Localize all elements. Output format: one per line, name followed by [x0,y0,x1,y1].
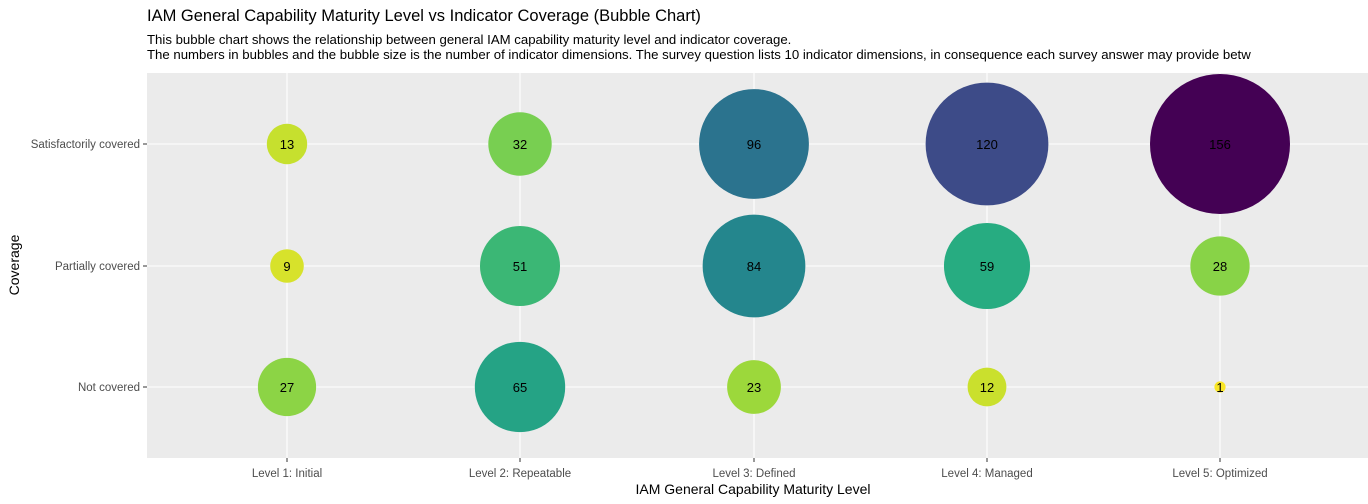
bubble-value-label: 59 [980,259,994,274]
x-tick-label: Level 3: Defined [712,468,795,480]
bubble [699,89,809,199]
bubble-value-label: 32 [513,137,527,152]
bubble [479,225,561,307]
bubble-value-label: 27 [280,380,294,395]
y-axis-title: Coverage [6,234,22,295]
bubble [488,112,552,176]
bubble [702,214,806,318]
bubble-value-label: 120 [976,137,998,152]
x-tick-label: Level 1: Initial [252,468,322,480]
x-tick-label: Level 4: Managed [941,468,1032,480]
bubble [266,123,308,165]
bubble-value-label: 156 [1209,137,1231,152]
x-axis-title: IAM General Capability Maturity Level [636,481,871,497]
bubble [925,82,1049,206]
x-tick-label: Level 5: Optimized [1172,468,1267,480]
bubble [943,222,1031,310]
bubble [1150,74,1290,214]
x-tick-label: Level 2: Repeatable [469,468,571,480]
bubble-value-label: 65 [513,380,527,395]
bubble-value-label: 23 [747,380,761,395]
subtitle-line-1: This bubble chart shows the relationship… [147,32,792,47]
bubble-value-label: 51 [513,259,527,274]
bubble-value-label: 84 [747,259,761,274]
bubble [967,367,1007,407]
y-axis-ticks: Not covered Partially covered Satisfactori… [31,139,147,394]
y-tick-label: Not covered [78,382,140,394]
y-tick-label: Partially covered [55,261,140,273]
bubble-value-label: 13 [280,137,294,152]
x-axis-ticks: Level 1: Initial Level 2: Repeatable Level… [252,458,1268,480]
bubble-labels: 13 32 96 120 156 9 51 84 59 28 27 65 23 12 1 [280,137,1231,395]
bubble [1190,236,1250,296]
bubble [727,360,781,414]
bubble-value-label: 9 [283,259,290,274]
bubble-value-label: 28 [1213,259,1227,274]
y-tick-label: Satisfactorily covered [31,139,140,151]
bubble [257,357,317,417]
bubble [270,249,304,283]
bubble-value-label: 96 [747,137,761,152]
subtitle-line-2: The numbers in bubbles and the bubble si… [147,47,1251,62]
bubble [1214,381,1226,393]
bubbles [257,74,1290,433]
bubble-value-label: 1 [1216,380,1223,395]
chart-title: IAM General Capability Maturity Level vs… [147,7,701,25]
bubble [474,341,566,433]
bubble-value-label: 12 [980,380,994,395]
chart-subtitle: This bubble chart shows the relationship… [147,32,1368,62]
